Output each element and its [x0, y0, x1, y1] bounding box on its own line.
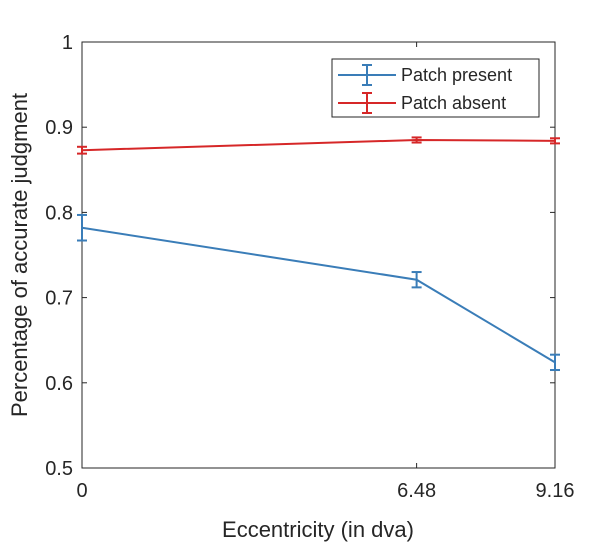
error-bar — [411, 136, 422, 144]
y-tick-label: 0.7 — [45, 288, 73, 310]
series-layer — [77, 136, 560, 372]
legend-label: Patch absent — [401, 93, 506, 113]
y-tick-label: 0.9 — [45, 117, 73, 139]
legend-item-1: Patch absent — [338, 92, 506, 114]
tick-labels: 0 6.48 9.16 0.5 0.6 0.7 0.8 0.9 1 — [45, 32, 574, 502]
series-1 — [77, 136, 560, 155]
series-0 — [77, 213, 560, 372]
legend-items: Patch present Patch absent — [338, 64, 512, 114]
y-axis-title: Percentage of accurate judgment — [7, 93, 32, 417]
x-tick-label: 9.16 — [536, 480, 575, 502]
error-bar — [550, 353, 560, 372]
y-tick-label: 0.6 — [45, 373, 73, 395]
legend-label: Patch present — [401, 65, 512, 85]
x-tick-label: 0 — [76, 480, 87, 502]
x-tick-label: 6.48 — [397, 480, 436, 502]
x-axis-title: Eccentricity (in dva) — [222, 517, 414, 542]
tick-marks — [81, 41, 556, 469]
error-bar — [77, 213, 87, 242]
error-bar — [77, 145, 87, 155]
y-tick-label: 1 — [62, 32, 73, 54]
legend-item-0: Patch present — [338, 64, 512, 86]
error-bar — [411, 271, 422, 289]
y-tick-label: 0.8 — [45, 202, 73, 224]
legend: Patch present Patch absent — [331, 58, 540, 118]
y-tick-label: 0.5 — [45, 458, 73, 480]
error-bar — [550, 137, 560, 145]
